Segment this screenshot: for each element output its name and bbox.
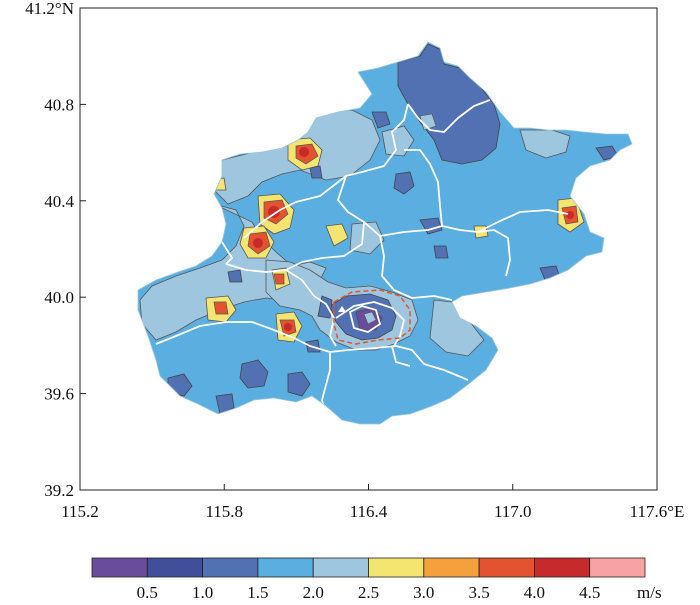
x-axis: 115.2 115.8 116.4 117.0 117.6°E bbox=[61, 484, 684, 521]
colorbar-label: 2.0 bbox=[303, 583, 324, 602]
x-tick-label: 117.6°E bbox=[630, 502, 685, 521]
colorbar-swatch bbox=[589, 557, 646, 578]
y-tick-label: 40.0 bbox=[44, 288, 74, 307]
x-tick-label: 115.2 bbox=[61, 502, 99, 521]
y-tick-label: 40.4 bbox=[44, 192, 74, 211]
colorbar-label: 1.5 bbox=[247, 583, 268, 602]
colorbar-label: 3.5 bbox=[468, 583, 489, 602]
colorbar-swatch bbox=[423, 557, 480, 578]
colorbar-swatch bbox=[257, 557, 314, 578]
colorbar-unit: m/s bbox=[637, 583, 662, 602]
colorbar-swatch bbox=[534, 557, 591, 578]
y-tick-label: 39.2 bbox=[44, 481, 74, 500]
colorbar-swatch bbox=[202, 557, 259, 578]
colorbar-label: 2.5 bbox=[358, 583, 379, 602]
colorbar-swatch bbox=[312, 557, 369, 578]
colorbar-swatch bbox=[91, 557, 148, 578]
colorbar-swatch bbox=[146, 557, 204, 578]
x-tick-label: 117.0 bbox=[494, 502, 532, 521]
y-axis: 39.2 39.6 40.0 40.4 40.8 41.2°N bbox=[25, 0, 86, 500]
inner-mid bbox=[363, 113, 437, 325]
colorbar-label: 4.0 bbox=[524, 583, 545, 602]
colorbar-swatch bbox=[368, 557, 425, 578]
x-tick-label: 116.4 bbox=[350, 502, 388, 521]
colorbar-swatch bbox=[478, 557, 535, 578]
colorbar-label: 1.0 bbox=[192, 583, 213, 602]
wind-field bbox=[138, 42, 632, 424]
urban-ring-road bbox=[333, 289, 411, 345]
x-tick-label: 115.8 bbox=[205, 502, 243, 521]
colorbar-label: 0.5 bbox=[137, 583, 158, 602]
district-boundaries bbox=[155, 99, 569, 417]
colorbar: 0.5 1.0 1.5 2.0 2.5 3.0 3.5 4.0 4.5 m/s bbox=[91, 557, 662, 602]
y-tick-label: 39.6 bbox=[44, 385, 74, 404]
y-tick-label: 40.8 bbox=[44, 95, 74, 114]
colorbar-label: 4.5 bbox=[579, 583, 600, 602]
beijing-outline bbox=[137, 41, 633, 425]
colorbar-label: 3.0 bbox=[413, 583, 434, 602]
station-marker bbox=[338, 306, 346, 312]
y-tick-label: 41.2°N bbox=[25, 0, 74, 18]
